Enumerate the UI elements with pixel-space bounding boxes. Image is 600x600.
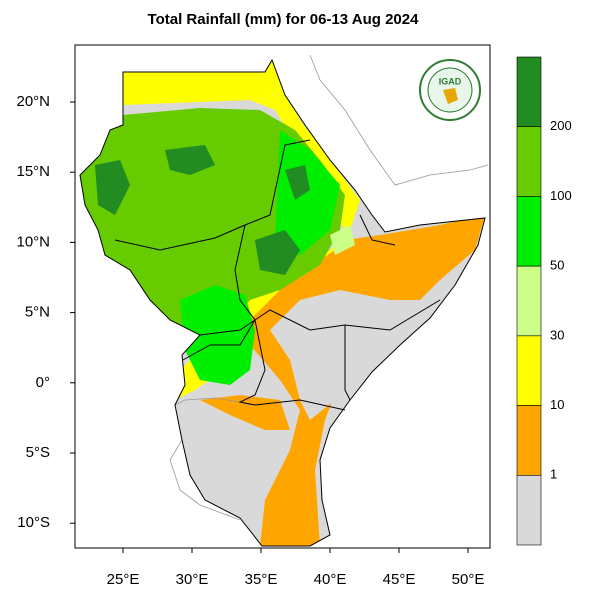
legend-label: 100	[550, 188, 572, 203]
legend-swatch	[516, 265, 542, 337]
legend-label: 50	[550, 258, 564, 273]
x-tick-label: 30°E	[176, 571, 209, 588]
legend-swatch	[516, 196, 542, 267]
rain-zone	[180, 285, 255, 385]
legend-swatch	[516, 405, 542, 476]
legend-swatch	[516, 126, 542, 197]
map-title: Total Rainfall (mm) for 06-13 Aug 2024	[148, 11, 420, 28]
legend-label: 10	[550, 397, 564, 412]
y-tick-label: 5°S	[26, 444, 50, 461]
legend-label: 30	[550, 327, 564, 342]
y-tick-label: 5°N	[25, 304, 50, 321]
rain-zone	[275, 130, 340, 255]
y-tick-label: 20°N	[16, 93, 50, 110]
rain-zone	[165, 145, 215, 175]
x-tick-label: 45°E	[383, 571, 416, 588]
legend-label: 1	[550, 467, 557, 482]
x-tick-label: 25°E	[107, 571, 140, 588]
legend-swatch	[516, 56, 542, 128]
color-legend: 200 100 50 30 10 1	[516, 56, 572, 546]
legend-label: 200	[550, 118, 572, 133]
logo-text: IGAD	[439, 76, 462, 86]
rain-zone	[240, 215, 485, 546]
y-tick-label: 0°	[36, 374, 50, 391]
x-tick-label: 40°E	[314, 571, 347, 588]
rain-zone	[95, 160, 130, 215]
x-tick-label: 50°E	[452, 571, 485, 588]
rain-zone	[285, 165, 310, 200]
logo: IGAD	[419, 59, 481, 121]
x-tick-label: 35°E	[245, 571, 278, 588]
legend-swatch	[516, 335, 542, 406]
y-tick-label: 15°N	[16, 163, 50, 180]
y-tick-label: 10°N	[16, 233, 50, 250]
rain-zone	[255, 230, 300, 275]
rain-zone	[330, 225, 355, 255]
axes: 25°E 30°E 35°E 40°E 45°E 50°E 20°N 15°N 10°N 5°N 0…	[16, 93, 484, 588]
legend-swatch	[516, 474, 542, 546]
y-tick-label: 10°S	[17, 514, 50, 531]
country-borders	[79, 58, 486, 547]
